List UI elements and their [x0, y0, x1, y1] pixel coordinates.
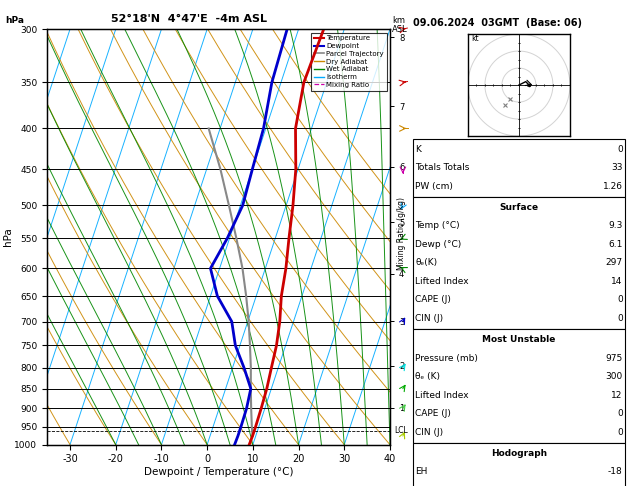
Text: 09.06.2024  03GMT  (Base: 06): 09.06.2024 03GMT (Base: 06)	[413, 18, 582, 29]
Text: Mixing Ratio (g/kg): Mixing Ratio (g/kg)	[397, 197, 406, 270]
Text: PW (cm): PW (cm)	[415, 182, 453, 191]
Text: Hodograph: Hodograph	[491, 449, 547, 458]
Text: 297: 297	[606, 259, 623, 267]
Text: LCL: LCL	[394, 426, 408, 435]
Text: K: K	[415, 145, 421, 154]
Text: 300: 300	[606, 372, 623, 381]
Text: hPa: hPa	[5, 16, 24, 25]
Text: 52°18'N  4°47'E  -4m ASL: 52°18'N 4°47'E -4m ASL	[111, 14, 267, 24]
Text: θₑ(K): θₑ(K)	[415, 259, 437, 267]
Text: CAPE (J): CAPE (J)	[415, 295, 451, 304]
Text: Lifted Index: Lifted Index	[415, 391, 469, 399]
Text: CIN (J): CIN (J)	[415, 428, 443, 436]
Text: 6.1: 6.1	[608, 240, 623, 249]
Text: CAPE (J): CAPE (J)	[415, 409, 451, 418]
Text: Temp (°C): Temp (°C)	[415, 222, 460, 230]
Text: 0: 0	[617, 295, 623, 304]
Text: km: km	[392, 16, 405, 25]
Text: CIN (J): CIN (J)	[415, 314, 443, 323]
Legend: Temperature, Dewpoint, Parcel Trajectory, Dry Adiabat, Wet Adiabat, Isotherm, Mi: Temperature, Dewpoint, Parcel Trajectory…	[311, 33, 386, 90]
Text: θₑ (K): θₑ (K)	[415, 372, 440, 381]
Text: 9.3: 9.3	[608, 222, 623, 230]
Text: Dewp (°C): Dewp (°C)	[415, 240, 462, 249]
Text: 12: 12	[611, 391, 623, 399]
Text: 14: 14	[611, 277, 623, 286]
Text: -18: -18	[608, 468, 623, 476]
Text: 0: 0	[617, 145, 623, 154]
Text: kt: kt	[471, 34, 479, 43]
Text: EH: EH	[415, 468, 428, 476]
Text: 1.26: 1.26	[603, 182, 623, 191]
Text: 33: 33	[611, 163, 623, 172]
Text: Pressure (mb): Pressure (mb)	[415, 354, 478, 363]
Text: 975: 975	[606, 354, 623, 363]
Text: 0: 0	[617, 409, 623, 418]
Text: ASL: ASL	[392, 25, 408, 35]
Text: Lifted Index: Lifted Index	[415, 277, 469, 286]
Text: 0: 0	[617, 428, 623, 436]
Text: Totals Totals: Totals Totals	[415, 163, 469, 172]
Text: 0: 0	[617, 314, 623, 323]
Text: Surface: Surface	[499, 203, 538, 212]
Y-axis label: hPa: hPa	[3, 227, 13, 246]
Text: Most Unstable: Most Unstable	[482, 335, 555, 344]
X-axis label: Dewpoint / Temperature (°C): Dewpoint / Temperature (°C)	[144, 467, 293, 477]
